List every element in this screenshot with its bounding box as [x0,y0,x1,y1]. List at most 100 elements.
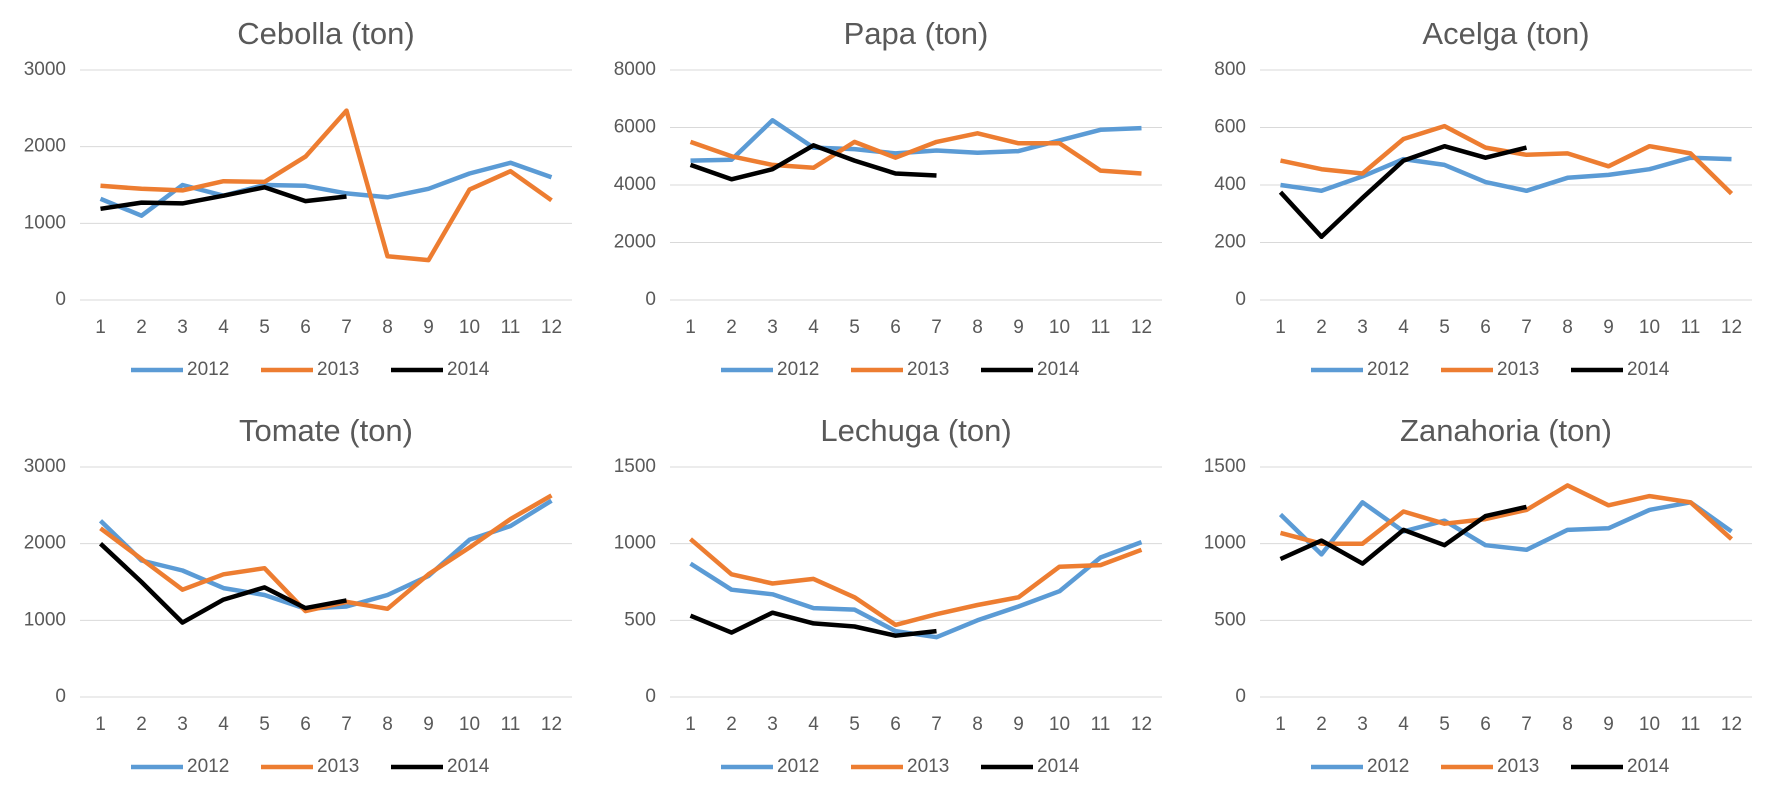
y-tick-label: 2000 [24,136,66,157]
x-tick-label: 11 [1681,714,1701,735]
legend-label: 2012 [777,359,819,380]
x-tick-label: 9 [1603,714,1614,735]
x-tick-label: 12 [541,714,562,735]
y-tick-label: 800 [1214,59,1246,80]
x-tick-label: 1 [95,714,106,735]
y-tick-label: 0 [55,289,66,310]
y-tick-label: 600 [1214,117,1246,138]
x-tick-label: 2 [1316,317,1327,338]
x-tick-label: 12 [1131,317,1152,338]
x-tick-label: 11 [1091,317,1111,338]
x-tick-label: 6 [300,714,311,735]
y-tick-label: 3000 [24,456,66,477]
x-tick-label: 6 [1480,714,1491,735]
chart-title: Lechuga (ton) [820,413,1011,448]
x-tick-label: 10 [1049,317,1070,338]
y-tick-label: 3000 [24,59,66,80]
y-tick-label: 8000 [614,59,656,80]
series-line [1279,483,1734,546]
legend-label: 2014 [1037,756,1080,777]
legend-label: 2013 [1497,756,1539,777]
series-line [689,143,937,182]
x-tick-label: 3 [767,317,778,338]
series-line [689,537,1143,628]
series-line [1280,155,1732,194]
legend-label: 2012 [187,359,229,380]
x-tick-label: 9 [1013,714,1024,735]
legend-label: 2014 [447,756,490,777]
x-tick-label: 2 [136,714,147,735]
x-tick-label: 3 [1357,714,1368,735]
series-line [1279,504,1527,566]
series-line [100,185,347,212]
x-tick-label: 4 [808,714,819,735]
y-tick-label: 400 [1214,174,1246,195]
legend-label: 2014 [1037,359,1080,380]
x-tick-label: 7 [1521,714,1532,735]
x-tick-label: 3 [177,714,188,735]
y-tick-label: 6000 [614,117,656,138]
y-tick-label: 0 [1235,686,1246,707]
x-tick-label: 6 [1480,317,1491,338]
x-tick-label: 5 [849,317,860,338]
y-tick-label: 0 [645,289,656,310]
x-tick-label: 8 [972,317,983,338]
y-tick-label: 1000 [614,533,656,554]
series-line [1278,500,1733,557]
x-tick-label: 1 [685,317,696,338]
x-tick-label: 11 [1091,714,1111,735]
y-tick-label: 1000 [24,609,66,630]
legend-label: 2012 [1367,756,1409,777]
y-tick-label: 2000 [24,533,66,554]
x-tick-label: 5 [1439,317,1450,338]
x-tick-label: 4 [1398,317,1409,338]
x-tick-label: 8 [972,714,983,735]
x-tick-label: 4 [1398,714,1409,735]
x-tick-label: 3 [767,714,778,735]
x-tick-label: 1 [1275,714,1286,735]
y-tick-label: 500 [1214,609,1246,630]
x-tick-label: 10 [459,714,480,735]
y-tick-label: 1000 [1204,533,1246,554]
x-tick-label: 8 [1562,317,1573,338]
legend-label: 2014 [447,359,490,380]
chart-title: Acelga (ton) [1422,16,1589,51]
chart-title: Papa (ton) [844,16,989,51]
legend-label: 2013 [317,756,359,777]
x-tick-label: 5 [849,714,860,735]
x-tick-label: 2 [726,714,737,735]
x-tick-label: 7 [1521,317,1532,338]
x-tick-label: 12 [1721,317,1742,338]
x-tick-label: 8 [382,317,393,338]
x-tick-label: 10 [1639,714,1660,735]
x-tick-label: 4 [808,317,819,338]
y-tick-label: 2000 [614,232,656,253]
series-line [689,610,937,638]
x-tick-label: 9 [1603,317,1614,338]
x-tick-label: 9 [423,714,434,735]
y-tick-label: 1500 [1204,456,1246,477]
x-tick-label: 6 [300,317,311,338]
x-tick-label: 1 [95,317,106,338]
x-tick-label: 2 [1316,714,1327,735]
x-tick-label: 11 [501,317,521,338]
series-line [689,539,1143,640]
series-line [98,542,347,625]
legend-label: 2013 [317,359,359,380]
x-tick-label: 7 [931,714,942,735]
x-tick-label: 11 [501,714,521,735]
y-tick-label: 500 [624,609,656,630]
y-tick-label: 0 [645,686,656,707]
y-tick-label: 0 [1235,289,1246,310]
x-tick-label: 5 [259,317,270,338]
x-tick-label: 11 [1681,317,1701,338]
x-tick-label: 9 [423,317,434,338]
x-tick-label: 8 [382,714,393,735]
x-tick-label: 10 [1049,714,1070,735]
x-tick-label: 10 [459,317,480,338]
legend-label: 2012 [187,756,229,777]
